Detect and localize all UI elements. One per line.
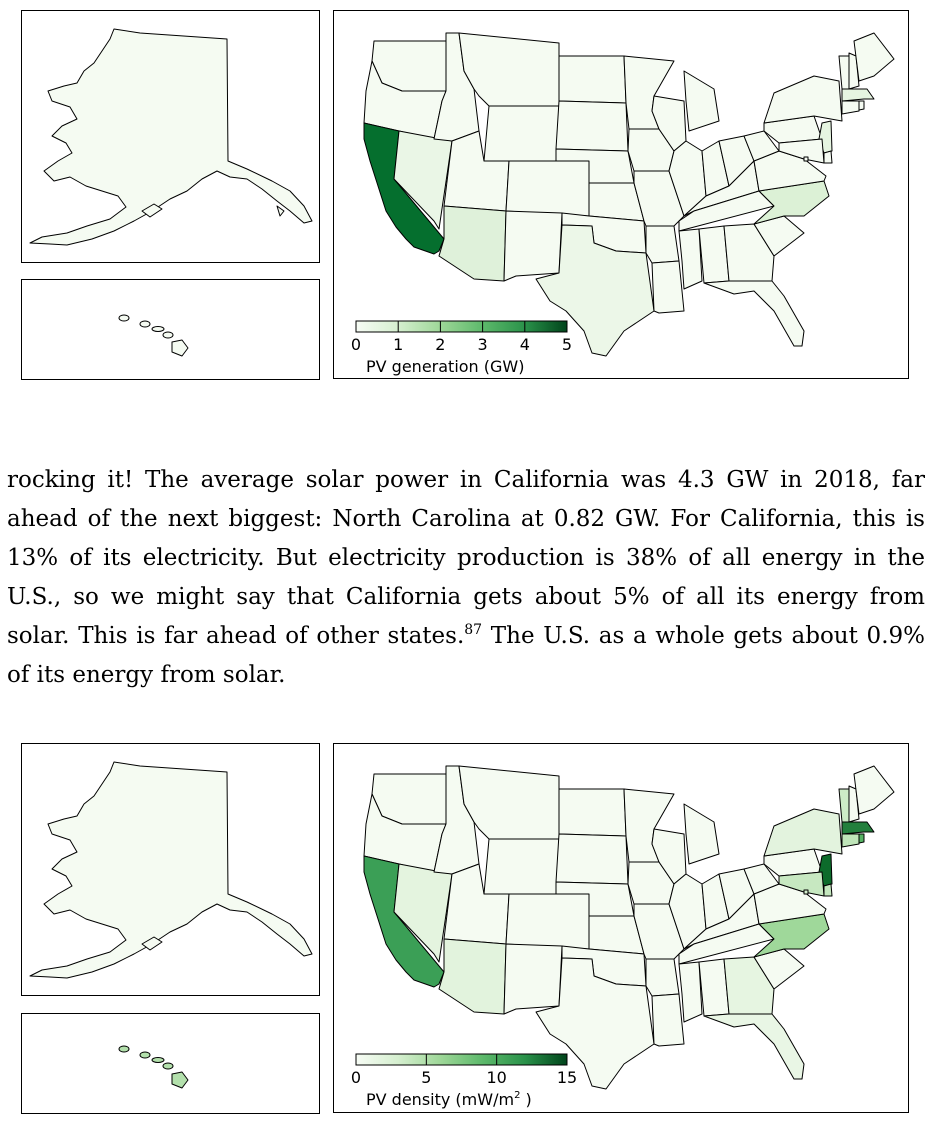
state-me [853,32,895,82]
state-ny [763,808,843,857]
state-mt [458,32,560,107]
state-sd [555,833,629,885]
colorbar-tick-label: 5 [562,335,572,354]
paragraph-text-cont: The U.S. as a whole gets about 0.9% of i… [7,623,925,688]
state-ar [645,225,680,264]
state-dc [803,156,809,162]
state-ct [841,100,860,115]
alaska-shape [29,761,313,979]
state-ms [678,961,703,1023]
state-vt [838,788,850,823]
colorbar [355,320,568,333]
state-la [651,260,685,314]
alaska-shape [29,28,313,246]
colorbar-label: PV generation (GW) [366,357,524,376]
alaska-inset-map-2 [21,743,320,996]
alaska-outline-1 [29,28,313,246]
hawaii-inset-map-2 [21,1013,320,1114]
hawaii-island-kauai [118,314,130,322]
state-dc [803,889,809,895]
state-nd [558,55,627,104]
state-mt [458,765,560,840]
state-mi [683,70,720,132]
hawaii-island-maui [162,331,174,339]
state-ga [723,956,775,1015]
us-states-svg-1: 0 1 2 3 4 5 PV generation (GW) [351,32,895,376]
state-ma [841,88,875,102]
state-fl [703,1013,805,1080]
colorbar-tick-label: 10 [486,1068,506,1087]
colorbar-label-superscript: 2 [514,1090,520,1101]
hawaii-island-oahu [139,320,151,328]
state-co [505,160,590,217]
state-mi [683,803,720,865]
state-co [505,893,590,950]
state-nm [503,943,563,1015]
hawaii-island-molokai [151,1057,165,1063]
alaska-island [141,203,163,218]
body-paragraph: rocking it! The average solar power in C… [7,461,925,695]
colorbar-tick-label: 1 [393,335,403,354]
state-ms [678,228,703,290]
state-wy [483,105,560,162]
contiguous-us-map-2: 0 5 10 15 PV density (mW/m2 ) [333,743,909,1113]
state-az [438,938,507,1015]
hawaii-island-kauai [118,1045,130,1053]
colorbar-tick-label: 5 [421,1068,431,1087]
hawaii-outline-1 [118,314,189,357]
us-states-svg-2: 0 5 10 15 PV density (mW/m2 ) [351,765,895,1109]
state-vt [838,55,850,90]
colorbar-label: PV density (mW/m2 ) [366,1090,532,1109]
state-sd [555,100,629,152]
hawaii-island-molokai [151,326,165,332]
colorbar-tick-label: 0 [351,1068,361,1087]
alaska-island [276,205,285,217]
state-la [651,993,685,1047]
colorbar-tick-label: 15 [557,1068,577,1087]
colorbar-label-prefix: PV density (mW/m [366,1090,514,1109]
state-tx [535,957,655,1090]
state-az [438,205,507,282]
state-ca [363,122,445,255]
colorbar-tick-label: 2 [435,335,445,354]
state-ct [841,833,860,848]
alaska-inset-map-1 [21,10,320,263]
state-tx [535,224,655,357]
state-ri [858,833,865,844]
state-wy [483,838,560,895]
contiguous-us-map-1: 0 1 2 3 4 5 PV generation (GW) [333,10,909,379]
alaska-outline-2 [29,761,313,979]
state-ny [763,75,843,124]
colorbar-tick-label: 4 [520,335,530,354]
state-ma [841,821,875,835]
paragraph-text: rocking it! The average solar power in C… [7,467,925,649]
state-ri [858,100,865,111]
state-nd [558,788,627,837]
footnote-ref[interactable]: 87 [464,622,483,638]
state-nc [753,913,830,958]
state-md [778,138,825,164]
hawaii-island-oahu [139,1051,151,1059]
colorbar-tick-label: 0 [351,335,361,354]
hawaii-inset-map-1 [21,279,320,380]
state-ga [723,223,775,282]
state-nc [753,180,830,225]
state-me [853,765,895,815]
hawaii-island-big [171,1071,189,1089]
state-nm [503,210,563,282]
state-ca [363,855,445,988]
state-fl [703,280,805,347]
state-ar [645,958,680,997]
colorbar-tick-label: 3 [478,335,488,354]
colorbar [355,1053,568,1066]
state-de [823,883,833,897]
alaska-island [141,936,163,951]
hawaii-outline-2 [118,1045,189,1089]
state-md [778,871,825,897]
hawaii-island-big [171,339,189,357]
colorbar-label-suffix: ) [520,1090,531,1109]
hawaii-island-maui [162,1062,174,1070]
state-de [823,150,833,164]
